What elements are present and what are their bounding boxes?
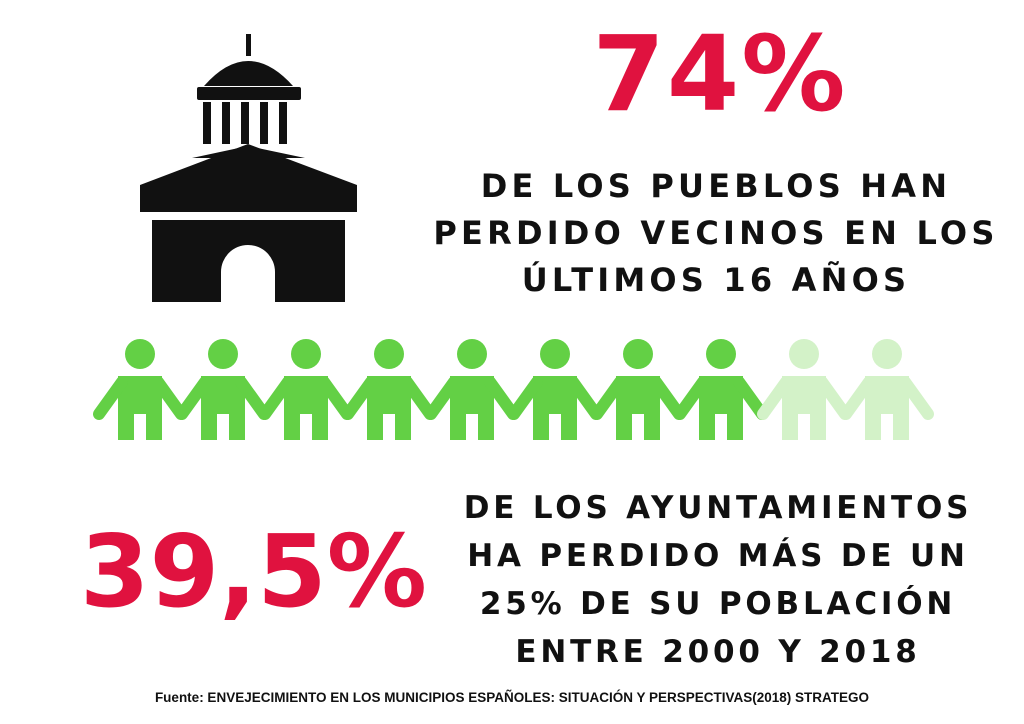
people-row bbox=[93, 339, 934, 440]
caption-line: DE LOS AYUNTAMIENTOS bbox=[463, 490, 973, 526]
caption-line: HA PERDIDO MÁS DE UN bbox=[467, 538, 969, 574]
caption-line: PERDIDO VECINOS EN LOS bbox=[433, 214, 999, 252]
stat-councils-percentage: 39,5% bbox=[80, 513, 427, 630]
person-icon bbox=[176, 339, 270, 440]
stat-councils-caption: DE LOS AYUNTAMIENTOS HA PERDIDO MÁS DE U… bbox=[430, 484, 1006, 676]
source-note: Fuente: ENVEJECIMIENTO EN LOS MUNICIPIOS… bbox=[154, 690, 870, 705]
caption-line: DE LOS PUEBLOS HAN bbox=[480, 167, 952, 205]
person-icon bbox=[674, 339, 768, 440]
town-hall-icon bbox=[140, 34, 357, 302]
stat-villages-caption: DE LOS PUEBLOS HAN PERDIDO VECINOS EN LO… bbox=[418, 163, 1014, 304]
caption-line: ENTRE 2000 Y 2018 bbox=[515, 634, 921, 670]
person-icon bbox=[840, 339, 934, 440]
person-icon bbox=[508, 339, 602, 440]
caption-line: 25% DE SU POBLACIÓN bbox=[479, 586, 957, 622]
stat-villages-percentage: 74% bbox=[592, 13, 848, 135]
person-icon bbox=[425, 339, 519, 440]
person-icon bbox=[259, 339, 353, 440]
caption-line: ÚLTIMOS 16 AÑOS bbox=[521, 261, 911, 299]
person-icon bbox=[591, 339, 685, 440]
person-icon bbox=[342, 339, 436, 440]
person-icon bbox=[93, 339, 187, 440]
person-icon bbox=[757, 339, 851, 440]
